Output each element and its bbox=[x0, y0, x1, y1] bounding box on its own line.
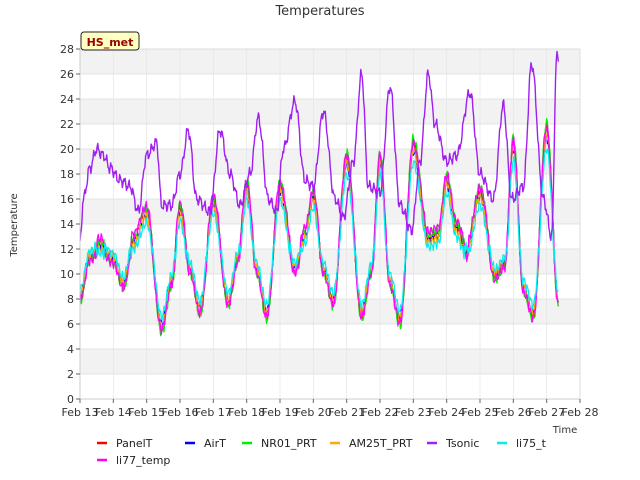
series-lines bbox=[79, 50, 559, 337]
x-tick-label: Feb 16 bbox=[162, 406, 199, 419]
legend-label: Tsonic bbox=[445, 437, 479, 450]
legend-label: PanelT bbox=[116, 437, 153, 450]
legend-item-li75-t: li75_t bbox=[497, 437, 547, 450]
x-tick-label: Feb 13 bbox=[62, 406, 99, 419]
y-tick-label: 0 bbox=[67, 393, 74, 406]
legend-label: li77_temp bbox=[116, 454, 170, 467]
band bbox=[80, 99, 580, 124]
x-tick-label: Feb 15 bbox=[128, 406, 165, 419]
y-tick-label: 8 bbox=[67, 293, 74, 306]
legend-label: NR01_PRT bbox=[261, 437, 317, 450]
x-tick-label: Feb 25 bbox=[462, 406, 499, 419]
legend-item-li77-temp: li77_temp bbox=[97, 454, 170, 467]
y-tick-label: 10 bbox=[60, 268, 74, 281]
y-tick-label: 28 bbox=[60, 43, 74, 56]
series-line-li77-temp bbox=[79, 124, 559, 335]
x-tick-label: Feb 27 bbox=[528, 406, 565, 419]
x-tick-label: Feb 20 bbox=[295, 406, 332, 419]
x-tick-label: Feb 24 bbox=[428, 406, 465, 419]
x-tick-label: Feb 23 bbox=[395, 406, 432, 419]
band bbox=[80, 49, 580, 74]
x-tick-label: Feb 26 bbox=[495, 406, 532, 419]
y-tick-label: 2 bbox=[67, 368, 74, 381]
x-tick-label: Feb 21 bbox=[328, 406, 365, 419]
chart-title: Temperatures bbox=[274, 4, 364, 19]
y-tick-label: 16 bbox=[60, 193, 74, 206]
y-tick-label: 4 bbox=[67, 343, 74, 356]
y-tick-label: 12 bbox=[60, 243, 74, 256]
legend-label: AM25T_PRT bbox=[349, 437, 413, 450]
x-tick-label: Feb 28 bbox=[562, 406, 599, 419]
band bbox=[80, 199, 580, 224]
x-tick-label: Feb 18 bbox=[228, 406, 265, 419]
legend: PanelT AirT NR01_PRT AM25T_PRT Tsonic li75_tl… bbox=[97, 437, 547, 467]
band bbox=[80, 349, 580, 374]
legend-item-am25t-prt: AM25T_PRT bbox=[330, 437, 413, 450]
series-line-tsonic bbox=[79, 50, 559, 242]
legend-label: li75_t bbox=[516, 437, 547, 450]
station-label-box: HS_met bbox=[80, 31, 140, 51]
legend-item-airt: AirT bbox=[185, 437, 226, 450]
y-tick-label: 22 bbox=[60, 118, 74, 131]
x-tick-label: Feb 22 bbox=[362, 406, 399, 419]
x-tick-label: Feb 19 bbox=[262, 406, 299, 419]
legend-item-panelt: PanelT bbox=[97, 437, 153, 450]
legend-item-tsonic: Tsonic bbox=[427, 437, 479, 450]
y-tick-label: 6 bbox=[67, 318, 74, 331]
legend-label: AirT bbox=[204, 437, 226, 450]
x-tick-label: Feb 17 bbox=[195, 406, 232, 419]
series-line-li75-t bbox=[79, 148, 559, 321]
y-tick-label: 20 bbox=[60, 143, 74, 156]
x-tick-label: Feb 14 bbox=[95, 406, 132, 419]
x-axis-label: Time bbox=[552, 425, 577, 436]
y-axis-label: Temperature bbox=[9, 193, 20, 257]
station-label: HS_met bbox=[87, 36, 134, 49]
legend-item-nr01-prt: NR01_PRT bbox=[242, 437, 317, 450]
y-tick-label: 24 bbox=[60, 93, 74, 106]
y-tick-label: 14 bbox=[60, 218, 74, 231]
y-tick-label: 18 bbox=[60, 168, 74, 181]
band bbox=[80, 299, 580, 324]
y-tick-label: 26 bbox=[60, 68, 74, 81]
